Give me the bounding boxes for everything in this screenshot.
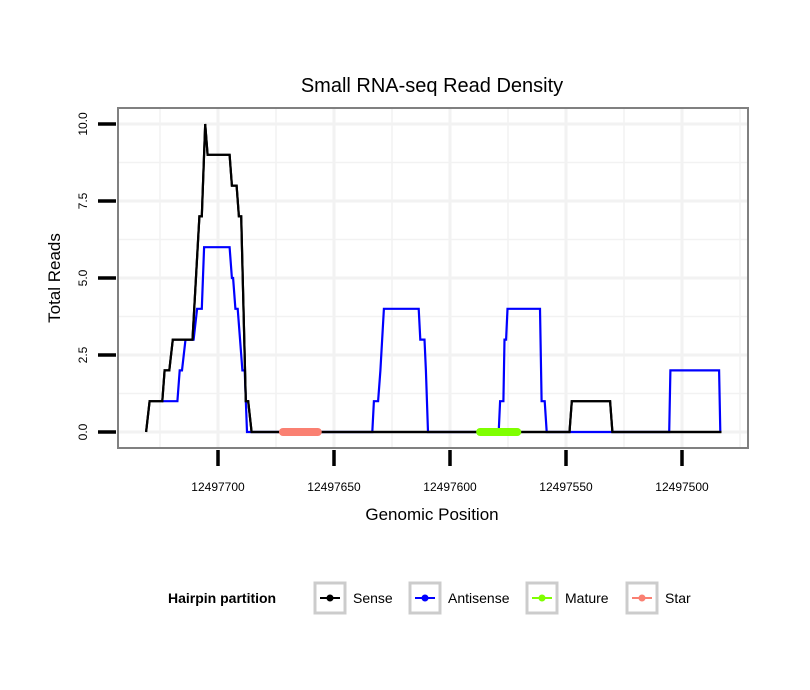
legend-item-sense: Sense (313, 581, 393, 615)
legend-label: Sense (353, 590, 393, 606)
plot-area (117, 107, 749, 449)
legend-key-point (326, 594, 334, 602)
y-tick-label: 2.5 (76, 346, 90, 363)
plot-border (117, 107, 749, 449)
y-axis-title: Total Reads (45, 233, 64, 323)
legend-key-point (538, 594, 546, 602)
series-line-antisense (162, 246, 722, 434)
x-tick-label: 12497700 (191, 480, 245, 494)
y-tick-label: 7.5 (76, 192, 90, 209)
x-tick-label: 12497600 (423, 480, 477, 494)
y-tick-label: 0.0 (76, 423, 90, 440)
legend-label: Mature (565, 590, 609, 606)
legend-key-point (638, 594, 646, 602)
grid (118, 108, 748, 448)
legend-item-star: Star (625, 581, 691, 615)
y-tick-label: 10.0 (76, 112, 90, 136)
x-axis: 12497700 12497650 12497600 12497550 12497500 (191, 450, 709, 494)
x-tick-label: 12497500 (655, 480, 709, 494)
legend-label: Antisense (448, 590, 510, 606)
legend-item-mature: Mature (525, 581, 609, 615)
y-axis: 0.0 2.5 5.0 7.5 10.0 (76, 112, 116, 440)
chart-title: Small RNA-seq Read Density (301, 75, 563, 97)
x-tick-label: 12497650 (307, 480, 361, 494)
legend-title: Hairpin partition (168, 590, 276, 606)
legend: Hairpin partition Sense Antisense Mature St… (168, 581, 691, 615)
x-axis-title: Genomic Position (365, 505, 498, 524)
x-tick-label: 12497550 (539, 480, 593, 494)
series-line-sense-overlay (145, 123, 722, 434)
legend-key-point (421, 594, 429, 602)
legend-item-antisense: Antisense (408, 581, 510, 615)
y-tick-label: 5.0 (76, 269, 90, 286)
series-lines (145, 123, 722, 436)
legend-label: Star (665, 590, 691, 606)
